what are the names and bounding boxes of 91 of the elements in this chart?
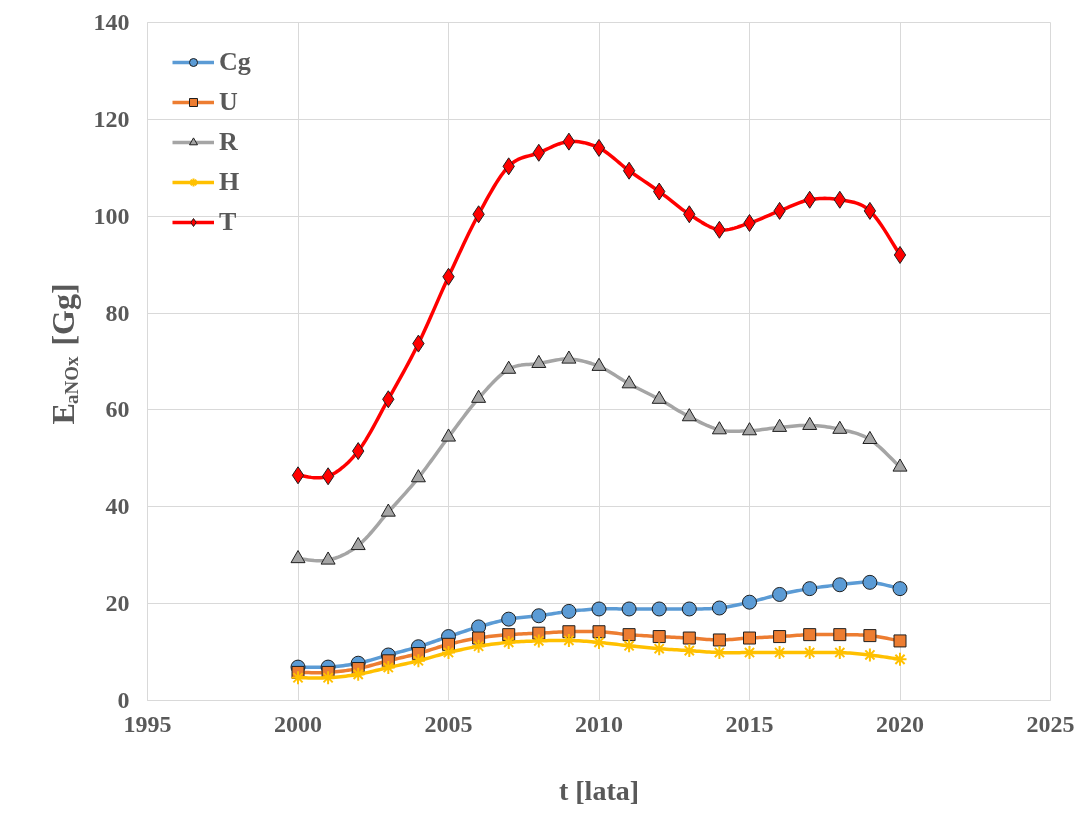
point [711,600,727,616]
point [893,634,907,648]
x-tick-label: 2025 [1026,710,1075,737]
point [561,603,577,619]
point [350,536,366,551]
point [652,630,666,644]
point [350,666,366,682]
point [501,360,517,374]
point [682,631,696,645]
point [501,611,517,627]
point [863,201,877,220]
x-tick-label: 2000 [274,710,322,737]
point [321,467,335,486]
y-tick-label: 120 [93,105,130,132]
point [892,581,908,597]
point [380,503,396,517]
point [621,638,637,654]
point [562,132,576,151]
point [531,608,547,624]
x-tick-label: 1995 [123,710,172,737]
x-tick-label: 2010 [575,710,623,737]
point [862,574,878,590]
point [501,634,517,650]
point [772,586,788,602]
point [410,469,426,483]
legend-label: Cg [219,47,251,77]
point [561,350,577,364]
point [291,466,305,485]
point [742,422,757,436]
point [711,421,727,435]
point [681,408,697,422]
point [290,670,306,686]
point [892,651,908,667]
point [862,430,878,445]
y-axis-title: EaNOx [Gg] [44,283,82,425]
point [893,245,907,264]
point [832,577,848,593]
point [380,660,396,676]
point [290,550,306,564]
point [561,632,577,648]
point [712,633,726,647]
legend-label: R [219,127,239,157]
y-tick-label: 0 [117,687,130,713]
point [622,161,636,180]
x-axis-title: t [lata] [558,774,640,806]
point [471,638,487,654]
point [802,416,818,430]
point [592,625,606,639]
point [651,601,667,617]
point [803,628,817,642]
point [833,628,847,642]
point [320,551,336,565]
point [862,647,878,663]
point [320,670,336,686]
point [441,645,456,661]
point [621,375,637,389]
point [742,645,757,661]
point [471,389,487,403]
y-tick-label: 40 [105,493,130,520]
y-tick-label: 60 [105,396,130,423]
y-tick-label: 80 [105,299,130,326]
legend-label: H [219,167,240,197]
point [743,631,756,645]
point [681,601,697,617]
legend-label: U [219,87,239,117]
y-tick-label: 100 [93,202,130,229]
y-tick-label: 140 [93,9,130,35]
x-tick-label: 2020 [876,710,924,737]
point [410,653,426,669]
point [802,581,818,597]
point [651,390,667,404]
point [832,645,848,661]
point [773,630,787,644]
point [621,601,637,617]
point [441,428,456,442]
point [591,357,607,371]
point [591,601,607,617]
point [863,629,877,643]
y-tick-label: 20 [105,590,130,617]
point [651,641,667,657]
point [531,354,547,368]
point [742,594,757,610]
point [622,628,636,642]
point [832,420,848,434]
point [772,418,788,432]
point [892,458,908,472]
x-tick-label: 2005 [424,710,473,737]
legend-label: T [219,207,238,237]
x-tick-label: 2015 [725,710,774,737]
point [592,138,606,157]
point [591,634,607,650]
